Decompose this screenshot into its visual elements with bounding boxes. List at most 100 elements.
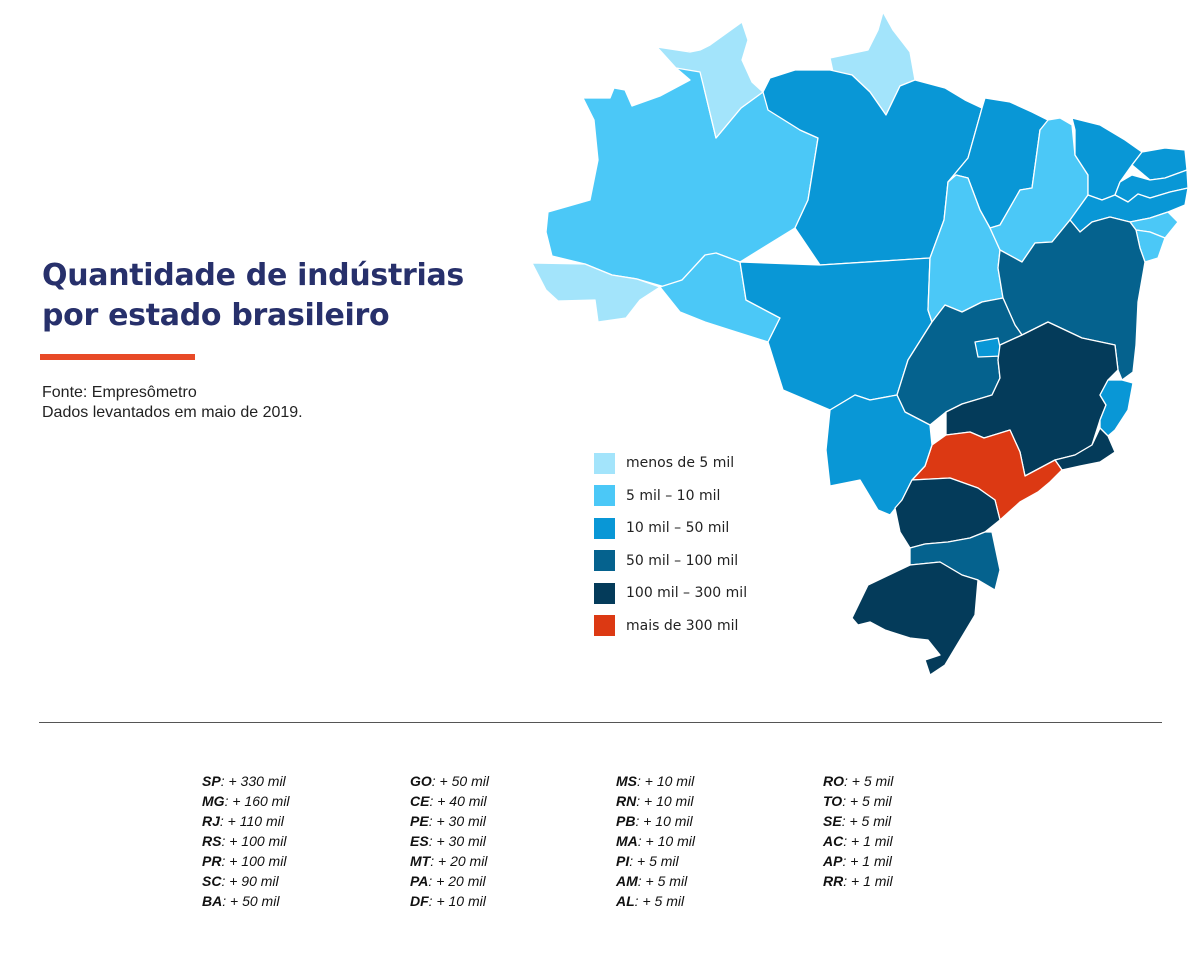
state-abbr: PE (410, 813, 429, 829)
state-stat-sc: SC: + 90 mil (202, 871, 290, 891)
legend-item: menos de 5 mil (594, 452, 747, 474)
state-abbr: SC (202, 873, 222, 889)
state-value: : + 10 mil (637, 833, 695, 849)
state-value: : + 160 mil (224, 793, 290, 809)
state-value: : + 5 mil (634, 893, 685, 909)
state-stat-pr: PR: + 100 mil (202, 851, 290, 871)
state-abbr: RS (202, 833, 222, 849)
state-rr (656, 21, 764, 139)
legend-label: 100 mil – 300 mil (626, 585, 748, 601)
state-value: : + 20 mil (428, 873, 486, 889)
state-stat-to: TO: + 5 mil (823, 791, 893, 811)
legend-item: 5 mil – 10 mil (594, 485, 747, 507)
state-pa (762, 69, 983, 266)
state-value: : + 1 mil (842, 853, 892, 869)
state-value: : + 30 mil (428, 833, 486, 849)
state-es (1099, 379, 1134, 437)
state-stat-se: SE: + 5 mil (823, 811, 893, 831)
legend-swatch (594, 615, 615, 636)
page-title: Quantidade de indústrias por estado bras… (42, 256, 502, 336)
legend-item: 100 mil – 300 mil (594, 582, 747, 604)
stats-column: GO: + 50 mil CE: + 40 mil PE: + 30 mil ES: … (410, 771, 489, 911)
state-stat-ac: AC: + 1 mil (823, 831, 893, 851)
state-stat-ms: MS: + 10 mil (616, 771, 695, 791)
state-stat-pb: PB: + 10 mil (616, 811, 695, 831)
map-legend: menos de 5 mil 5 mil – 10 mil 10 mil – 5… (594, 452, 747, 647)
state-stat-go: GO: + 50 mil (410, 771, 489, 791)
state-abbr: PA (410, 873, 429, 889)
page-title-line-2: por estado brasileiro (42, 298, 390, 333)
state-stat-rn: RN: + 10 mil (616, 791, 695, 811)
state-ms (825, 394, 933, 516)
state-ac (531, 262, 661, 323)
state-value: : + 330 mil (220, 773, 286, 789)
state-value: : + 10 mil (636, 793, 694, 809)
state-stat-pa: PA: + 20 mil (410, 871, 489, 891)
legend-swatch (594, 517, 615, 539)
state-value: : + 40 mil (429, 793, 487, 809)
state-abbr: GO (410, 773, 432, 789)
state-value: : + 100 mil (221, 853, 287, 869)
page-title-line-1: Quantidade de indústrias (42, 258, 464, 293)
legend-label: 50 mil – 100 mil (626, 552, 739, 569)
date-note-line: Dados levantados em maio de 2019. (42, 404, 303, 421)
state-stat-rr: RR: + 1 mil (823, 871, 893, 891)
state-stat-rj: RJ: + 110 mil (202, 811, 290, 831)
source-line: Fonte: Empresômetro (42, 384, 197, 401)
state-abbr: CE (410, 793, 430, 809)
state-abbr: RO (823, 773, 844, 789)
state-abbr: AL (616, 893, 635, 909)
state-value: : + 10 mil (428, 893, 486, 909)
state-abbr: TO (823, 793, 843, 809)
state-stat-mt: MT: + 20 mil (410, 851, 489, 871)
legend-label: 10 mil – 50 mil (626, 520, 730, 536)
state-abbr: AM (616, 873, 638, 889)
state-stat-es: ES: + 30 mil (410, 831, 489, 851)
legend-label: mais de 300 mil (626, 617, 739, 634)
brazil-map (531, 11, 1189, 676)
state-value: : + 50 mil (431, 773, 489, 789)
state-df (974, 337, 1003, 358)
stats-column: RO: + 5 mil TO: + 5 mil SE: + 5 mil AC: + 1… (823, 771, 893, 891)
state-rs (851, 561, 979, 676)
stats-column: SP: + 330 mil MG: + 160 mil RJ: + 110 mil R… (202, 771, 290, 911)
state-value: : + 5 mil (637, 873, 688, 889)
legend-swatch (594, 582, 615, 604)
state-value: : + 1 mil (843, 833, 893, 849)
state-abbr: RN (616, 793, 637, 809)
state-abbr: MS (616, 773, 637, 789)
state-value: : + 90 mil (221, 873, 279, 889)
state-abbr: SE (823, 813, 842, 829)
state-abbr: AC (823, 833, 844, 849)
state-abbr: AP (823, 853, 843, 869)
state-stat-ce: CE: + 40 mil (410, 791, 489, 811)
section-divider (39, 722, 1162, 723)
state-abbr: PR (202, 853, 222, 869)
state-value: : + 5 mil (844, 773, 894, 789)
state-value: : + 110 mil (219, 813, 284, 829)
state-stat-rs: RS: + 100 mil (202, 831, 290, 851)
state-stat-pe: PE: + 30 mil (410, 811, 489, 831)
state-stat-al: AL: + 5 mil (616, 891, 695, 911)
state-stat-df: DF: + 10 mil (410, 891, 489, 911)
state-abbr: MA (616, 833, 638, 849)
state-stat-ma: MA: + 10 mil (616, 831, 695, 851)
legend-item: 10 mil – 50 mil (594, 517, 747, 539)
state-stat-ro: RO: + 5 mil (823, 771, 893, 791)
legend-item: 50 mil – 100 mil (594, 550, 747, 572)
state-value: : + 20 mil (430, 853, 488, 869)
state-stat-am: AM: + 5 mil (616, 871, 695, 891)
state-value: : + 50 mil (222, 893, 280, 909)
state-value: : + 10 mil (637, 773, 695, 789)
state-abbr: PB (616, 813, 636, 829)
state-abbr: DF (410, 893, 429, 909)
legend-swatch (594, 550, 615, 571)
state-abbr: RJ (202, 813, 220, 829)
state-abbr: BA (202, 893, 223, 909)
state-abbr: MG (202, 793, 225, 809)
legend-label: 5 mil – 10 mil (626, 487, 721, 504)
state-abbr: RR (823, 873, 844, 889)
state-value: : + 5 mil (841, 813, 892, 829)
title-accent-bar (40, 354, 195, 360)
legend-item: mais de 300 mil (594, 615, 747, 637)
